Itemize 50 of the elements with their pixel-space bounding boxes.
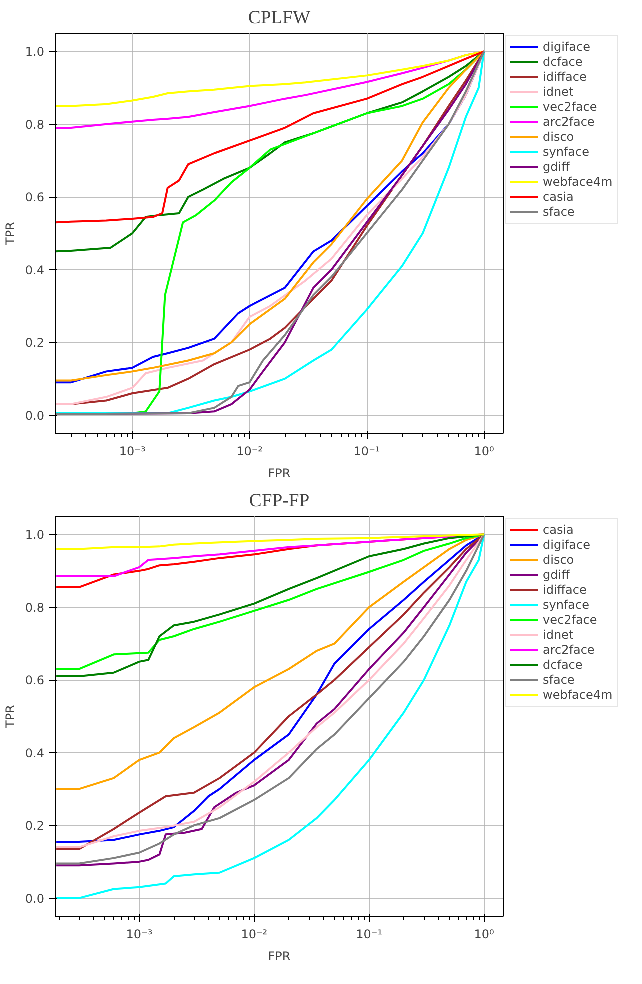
x-tick-label: 10⁰	[474, 928, 494, 942]
legend-label: webface4m	[543, 688, 613, 702]
legend-label: sface	[543, 673, 575, 687]
legend-label: idifface	[543, 583, 587, 597]
legend-label: vec2face	[543, 613, 598, 627]
legend-label: dcface	[543, 658, 583, 672]
legend-label: idnet	[543, 85, 574, 99]
y-axis-title: TPR	[3, 705, 18, 729]
legend-label: arc2face	[543, 643, 595, 657]
legend-label: gdiff	[543, 160, 570, 174]
x-tick-label: 10⁻¹	[354, 444, 380, 458]
legend-label: sface	[543, 205, 575, 219]
x-tick-label: 10⁻³	[119, 444, 146, 458]
legend-label: gdiff	[543, 568, 570, 582]
legend-label: dcface	[543, 55, 583, 69]
legend-label: webface4m	[543, 175, 613, 189]
y-tick-label: 1.0	[25, 45, 45, 60]
legend-label: digiface	[543, 40, 590, 54]
legend-label: casia	[543, 190, 574, 204]
legend-label: vec2face	[543, 100, 598, 114]
x-tick-label: 10⁻²	[241, 928, 268, 942]
y-tick-label: 0.2	[25, 336, 45, 350]
y-tick-label: 0.2	[25, 819, 45, 834]
y-tick-label: 0.6	[25, 674, 45, 688]
legend-label: synface	[543, 145, 590, 159]
x-axis-title: FPR	[268, 466, 291, 480]
x-tick-label: 10⁻²	[236, 444, 264, 458]
y-tick-label: 1.0	[25, 528, 45, 542]
legend-label: idifface	[543, 70, 587, 84]
y-tick-label: 0.8	[25, 118, 45, 132]
y-axis-title: TPR	[3, 222, 18, 246]
y-tick-label: 0.0	[25, 408, 45, 423]
legend-label: digiface	[543, 538, 590, 552]
y-tick-label: 0.0	[25, 892, 45, 906]
legend-label: arc2face	[543, 115, 595, 129]
legend-label: casia	[543, 523, 574, 537]
x-axis-title: FPR	[268, 950, 291, 964]
x-tick-label: 10⁰	[474, 444, 494, 458]
y-tick-label: 0.4	[25, 746, 45, 760]
chart-title: CPLFW	[248, 8, 311, 28]
y-tick-label: 0.8	[25, 600, 45, 615]
legend-label: synface	[543, 598, 590, 612]
x-tick-label: 10⁻¹	[356, 928, 383, 942]
legend-label: disco	[543, 130, 574, 144]
x-tick-label: 10⁻³	[126, 928, 153, 942]
y-tick-label: 0.6	[25, 190, 45, 205]
chart-title: CFP-FP	[249, 490, 310, 512]
legend-label: idnet	[543, 628, 574, 642]
y-tick-label: 0.4	[25, 263, 45, 278]
legend-label: disco	[543, 553, 574, 567]
